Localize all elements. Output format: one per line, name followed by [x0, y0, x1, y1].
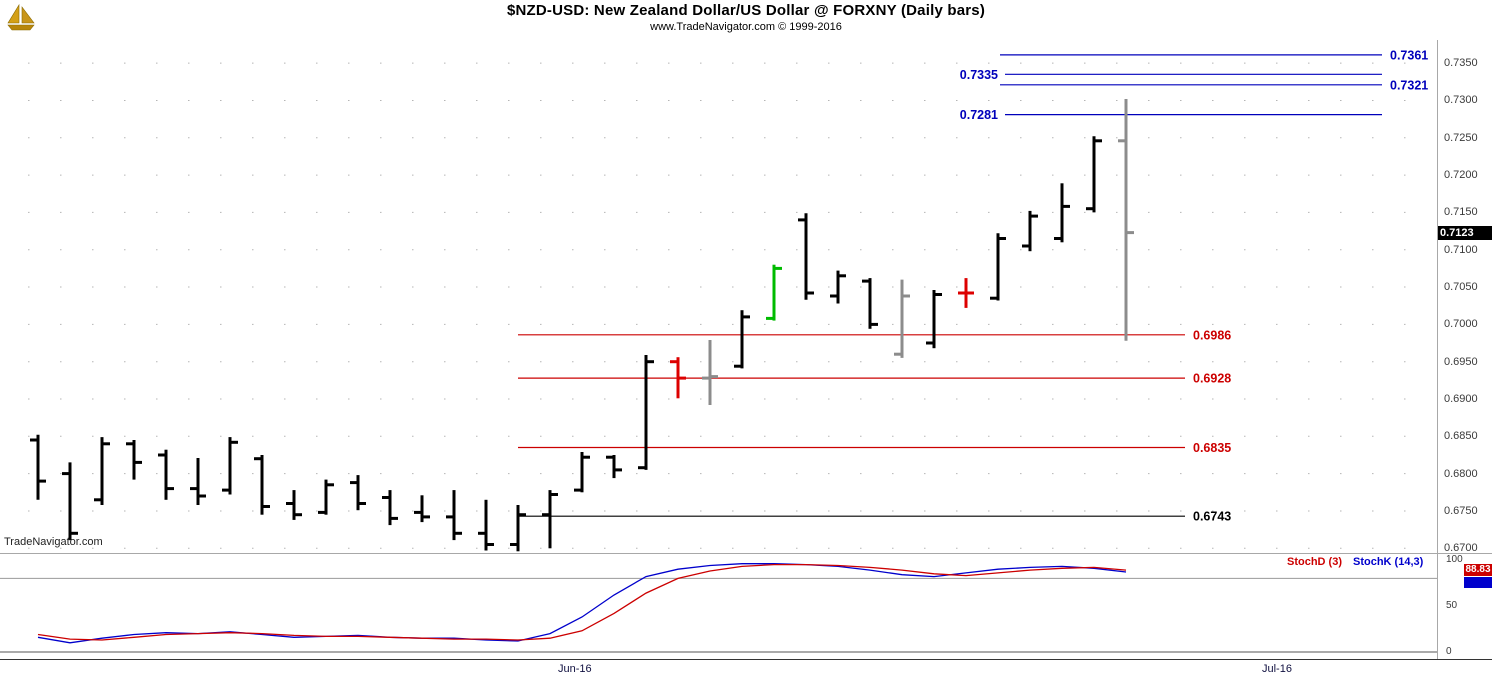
level-label: 0.7361 [1390, 48, 1428, 62]
stochk-value-badge [1464, 577, 1492, 588]
chart-subtitle: www.TradeNavigator.com © 1999-2016 [650, 21, 842, 33]
price-axis-label: 0.6900 [1444, 392, 1478, 405]
level-label: 0.6986 [1193, 328, 1231, 342]
price-axis-label: 0.6800 [1444, 467, 1478, 480]
level-label: 0.7335 [960, 68, 998, 82]
price-axis-label: 0.7000 [1444, 318, 1478, 331]
last-price-badge: 0.7123 [1438, 225, 1492, 240]
bottom-axis-line [0, 659, 1492, 660]
price-axis-label: 0.7350 [1444, 57, 1478, 70]
axis-border [1437, 40, 1438, 659]
stoch-chart-canvas[interactable] [0, 555, 1437, 659]
stoch-line [37, 563, 1127, 641]
x-axis-label-jun: Jun-16 [558, 663, 592, 675]
price-axis-label: 0.7200 [1444, 169, 1478, 182]
stoch-axis-label: 100 [1446, 554, 1463, 565]
stochd-legend[interactable]: StochD (3) [1287, 556, 1342, 568]
price-axis-label: 0.7050 [1444, 281, 1478, 294]
watermark: TradeNavigator.com [4, 536, 103, 548]
price-axis-label: 0.6850 [1444, 430, 1478, 443]
x-axis-label-jul: Jul-16 [1262, 663, 1292, 675]
panel-divider [0, 553, 1492, 554]
stochk-legend[interactable]: StochK (14,3) [1353, 556, 1424, 568]
stochd-value-badge: 88.83 [1464, 564, 1492, 577]
stoch-axis-label: 50 [1446, 600, 1458, 611]
tradenavigator-logo-icon [4, 3, 38, 33]
price-axis-label: 0.6750 [1444, 504, 1478, 517]
chart-title: $NZD-USD: New Zealand Dollar/US Dollar @… [506, 2, 986, 19]
level-label: 0.7281 [960, 108, 998, 122]
price-axis-label: 0.6950 [1444, 355, 1478, 368]
stoch-axis-label: 0 [1446, 646, 1452, 657]
price-chart-canvas[interactable]: 0.7361 0.7335 0.7321 0.7281 0.6986 0.6928 0.68… [0, 40, 1437, 553]
price-axis-label: 0.7100 [1444, 243, 1478, 256]
logo-graphic [7, 3, 35, 31]
level-label: 0.6928 [1193, 372, 1231, 386]
level-label: 0.7321 [1390, 78, 1428, 92]
price-axis-label: 0.6700 [1444, 542, 1478, 555]
price-axis-label: 0.7150 [1444, 206, 1478, 219]
level-label: 0.6835 [1193, 441, 1231, 455]
level-label: 0.6743 [1193, 510, 1231, 524]
price-axis-label: 0.7300 [1444, 94, 1478, 107]
price-axis-label: 0.7250 [1444, 131, 1478, 144]
